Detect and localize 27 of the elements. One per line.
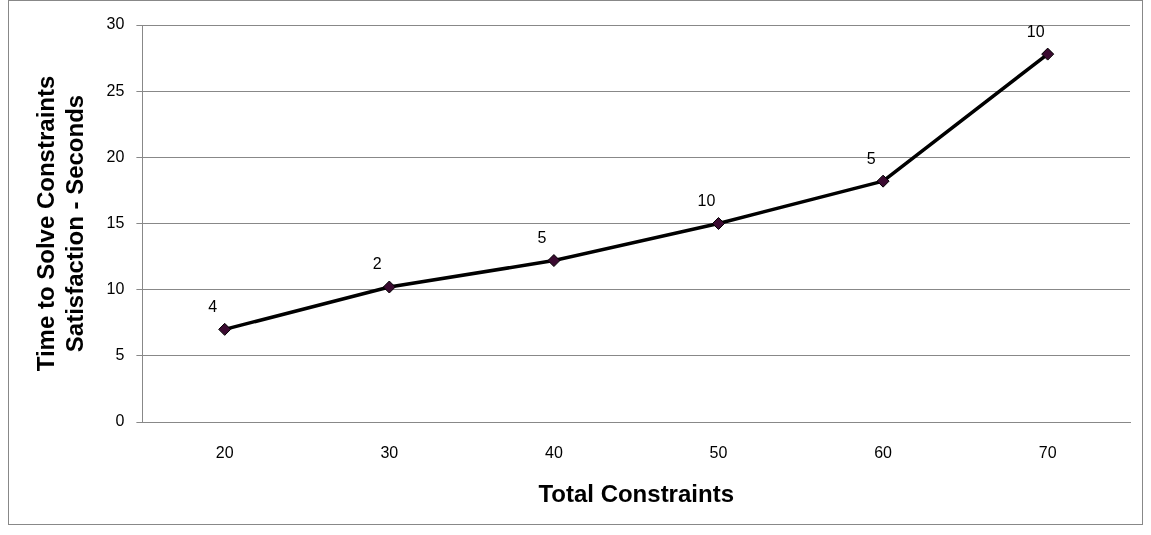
y-tick-label: 25 — [106, 81, 125, 99]
annotation: 2 — [372, 255, 382, 273]
point — [876, 174, 890, 188]
y-tick-label: 20 — [106, 147, 125, 165]
point — [547, 254, 561, 268]
annotation: 5 — [866, 149, 876, 167]
y-tick-label: 5 — [115, 346, 125, 364]
annotation: 10 — [697, 191, 716, 209]
x-tick-label: 20 — [215, 444, 234, 462]
annotation: 5 — [537, 228, 547, 246]
x-axis-title: Total Constraints — [538, 480, 734, 508]
point — [712, 217, 725, 230]
y-tick-label: 15 — [106, 213, 125, 231]
x-tick-label: 70 — [1038, 444, 1057, 462]
y-tick-label: 0 — [115, 412, 125, 430]
y-tick-label: 30 — [106, 15, 125, 33]
y-axis-title: Time to Solve Constraints Satisfaction - Seconds — [32, 75, 88, 372]
y-tick-label: 10 — [106, 280, 125, 298]
point — [1041, 47, 1055, 61]
annotation: 10 — [1026, 22, 1045, 40]
x-tick-label: 50 — [709, 444, 728, 462]
x-tick-label: 40 — [545, 444, 563, 462]
point — [218, 322, 232, 336]
x-tick-label: 30 — [380, 444, 399, 462]
x-tick-label: 60 — [874, 444, 893, 462]
point — [382, 280, 396, 294]
annotation: 4 — [208, 297, 218, 315]
